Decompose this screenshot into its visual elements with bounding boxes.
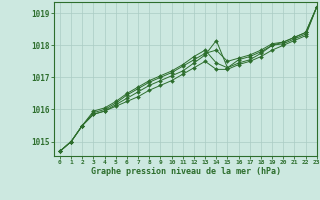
X-axis label: Graphe pression niveau de la mer (hPa): Graphe pression niveau de la mer (hPa) [91,167,281,176]
